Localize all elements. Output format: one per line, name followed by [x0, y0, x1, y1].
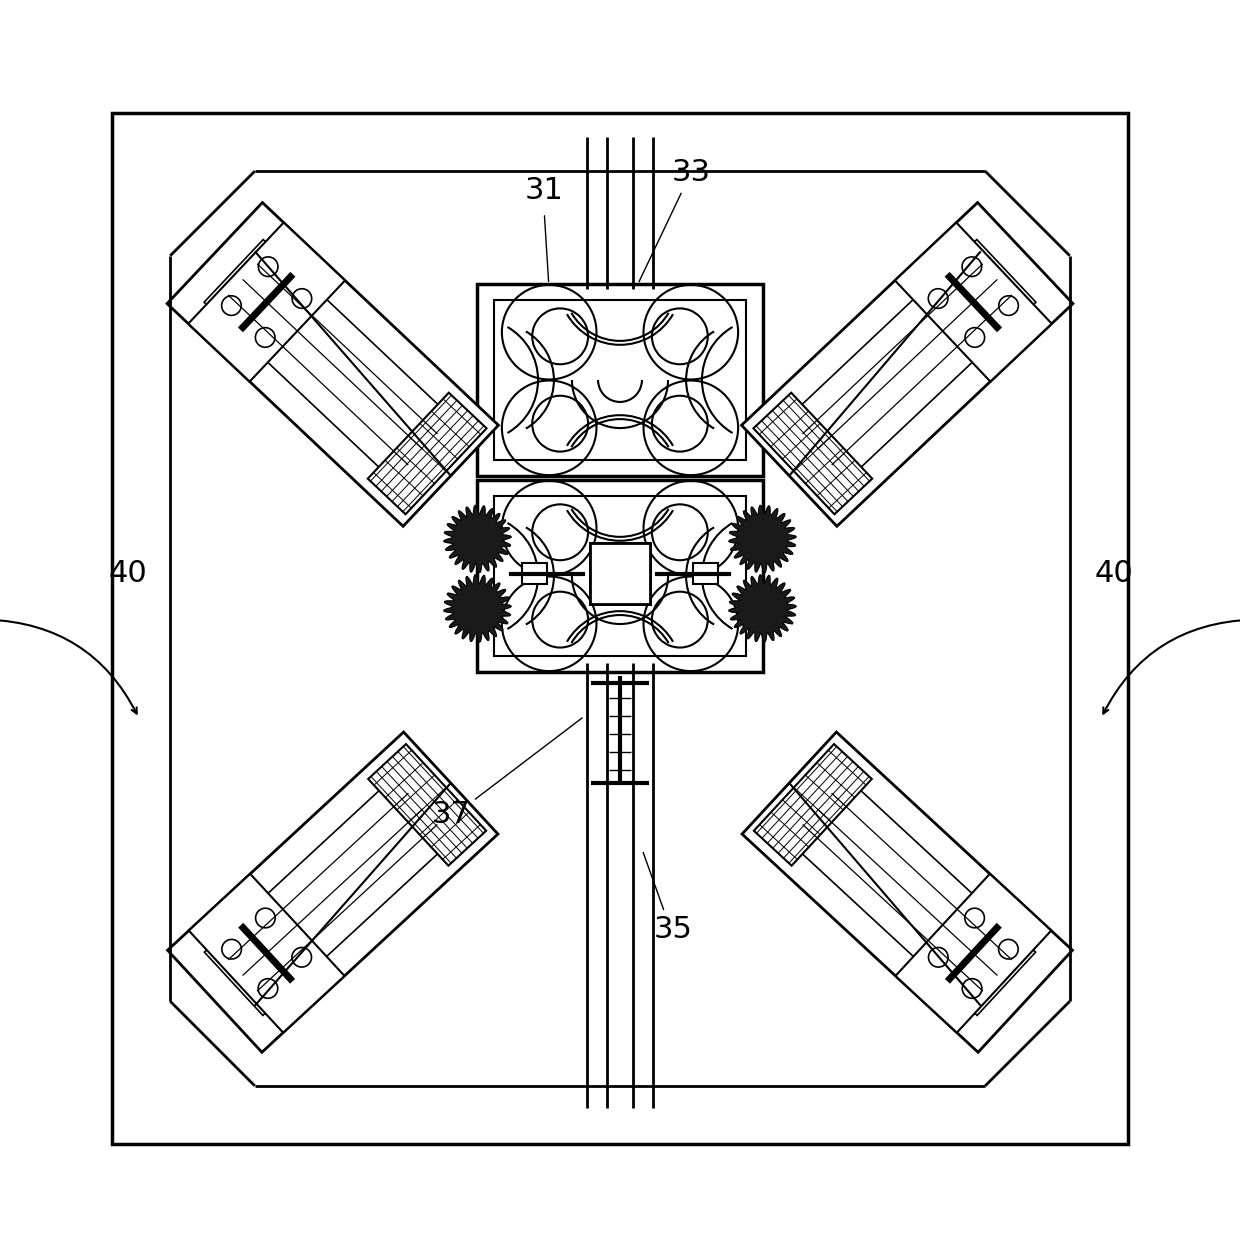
Polygon shape: [742, 202, 1073, 527]
Polygon shape: [444, 505, 511, 573]
Text: 33: 33: [672, 158, 711, 187]
Polygon shape: [742, 732, 1073, 1052]
Polygon shape: [167, 202, 498, 527]
Text: 31: 31: [525, 176, 564, 205]
Bar: [477, 284, 763, 475]
Bar: [477, 480, 763, 671]
Polygon shape: [205, 769, 461, 1016]
Polygon shape: [188, 222, 345, 382]
Polygon shape: [729, 505, 796, 573]
Polygon shape: [368, 392, 486, 514]
Bar: [590, 543, 650, 605]
Polygon shape: [368, 744, 486, 866]
Polygon shape: [779, 769, 1035, 1016]
Polygon shape: [895, 874, 1052, 1032]
Polygon shape: [779, 240, 1035, 489]
Polygon shape: [205, 240, 461, 489]
Bar: [693, 563, 718, 585]
Text: 40: 40: [109, 559, 148, 588]
Text: 40: 40: [1095, 559, 1133, 588]
Polygon shape: [444, 574, 511, 642]
Polygon shape: [754, 392, 872, 514]
Bar: [494, 300, 746, 460]
Polygon shape: [754, 744, 872, 866]
Polygon shape: [895, 222, 1052, 382]
Polygon shape: [167, 732, 498, 1052]
Bar: [590, 543, 650, 605]
Bar: [494, 497, 746, 656]
Text: 37: 37: [432, 799, 470, 828]
Bar: [522, 563, 547, 585]
Text: 35: 35: [653, 915, 693, 944]
Polygon shape: [729, 574, 796, 642]
Polygon shape: [188, 874, 345, 1032]
